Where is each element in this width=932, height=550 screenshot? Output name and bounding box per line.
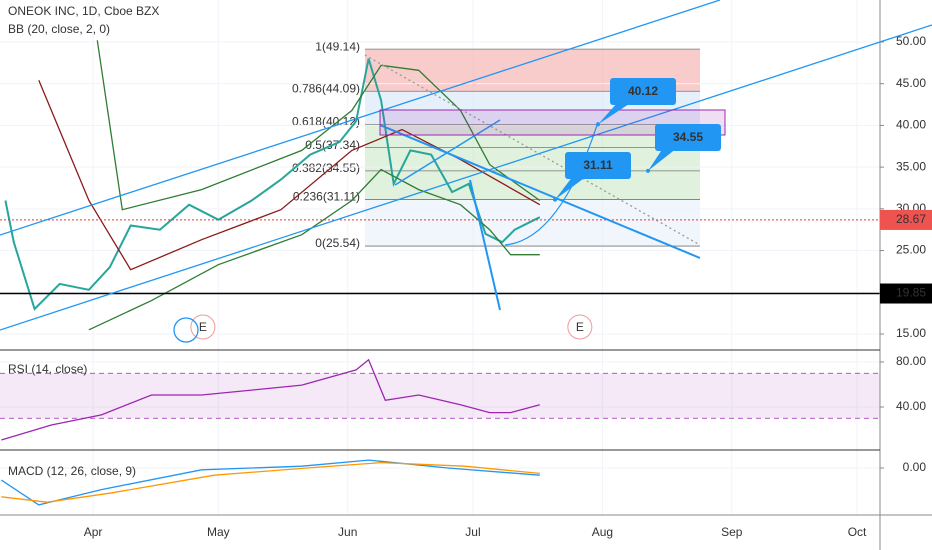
fib-label: 0.236(31.11) xyxy=(293,190,360,204)
price-tag xyxy=(880,209,932,230)
x-tick-label: Sep xyxy=(721,525,743,539)
series-line xyxy=(1,461,540,503)
fib-label: 0.382(34.55) xyxy=(292,161,360,175)
fib-label: 0.786(44.09) xyxy=(292,81,360,95)
fib-label: 0.618(40.12) xyxy=(292,115,360,129)
title: ONEOK INC, 1D, Cboe BZX xyxy=(8,4,159,18)
price-tag-label: 19.85 xyxy=(896,286,926,300)
drawings xyxy=(0,0,932,343)
series-line xyxy=(88,168,540,331)
fib-label: 1(49.14) xyxy=(315,39,360,53)
y-tick-label: 50.00 xyxy=(896,34,926,48)
x-tick-label: May xyxy=(207,525,230,539)
y-tick-label: 40.00 xyxy=(896,399,926,413)
event-label: E xyxy=(576,320,584,334)
fib-label: 0(25.54) xyxy=(315,236,360,250)
callout-box xyxy=(565,152,631,179)
series-line xyxy=(96,40,541,211)
callout-label: 40.12 xyxy=(628,84,658,98)
callout-label: 31.11 xyxy=(583,158,613,172)
series-line xyxy=(4,58,541,311)
fib-band xyxy=(365,199,700,247)
x-tick-label: Apr xyxy=(84,525,103,539)
callout-label: 34.55 xyxy=(673,130,703,144)
callout-anchor xyxy=(646,168,650,173)
y-tick-label: 15.00 xyxy=(896,326,926,340)
callout-pointer xyxy=(648,148,677,171)
y-tick-label: 35.00 xyxy=(896,159,926,173)
callout-anchor xyxy=(553,197,557,202)
macd-title: MACD (12, 26, close, 9) xyxy=(8,464,136,478)
x-tick-label: Oct xyxy=(848,525,867,539)
subtitle: BB (20, close, 2, 0) xyxy=(8,22,110,36)
x-tick-label: Aug xyxy=(592,525,613,539)
y-tick-label: 45.00 xyxy=(896,76,926,90)
y-tick-label: 25.00 xyxy=(896,243,926,257)
rsi-title: RSI (14, close) xyxy=(8,362,87,376)
y-tick-label: 0.00 xyxy=(903,460,927,474)
callout-anchor xyxy=(596,122,600,127)
y-tick-label: 80.00 xyxy=(896,354,926,368)
fib-band xyxy=(365,124,700,148)
rsi-band xyxy=(0,373,880,419)
callout-pointer xyxy=(598,102,632,125)
y-tick-label: 40.00 xyxy=(896,118,926,132)
callout-pointer xyxy=(555,176,587,200)
event-label: E xyxy=(199,320,207,334)
event-marker xyxy=(567,314,593,340)
callout-box xyxy=(655,124,721,151)
x-tick-label: Jun xyxy=(338,525,357,539)
price-tag xyxy=(880,283,932,304)
x-tick-label: Jul xyxy=(465,525,480,539)
callout-box xyxy=(610,78,676,105)
series-line xyxy=(1,358,540,441)
price-tag-label: 28.67 xyxy=(896,212,926,226)
event-marker xyxy=(190,314,216,340)
